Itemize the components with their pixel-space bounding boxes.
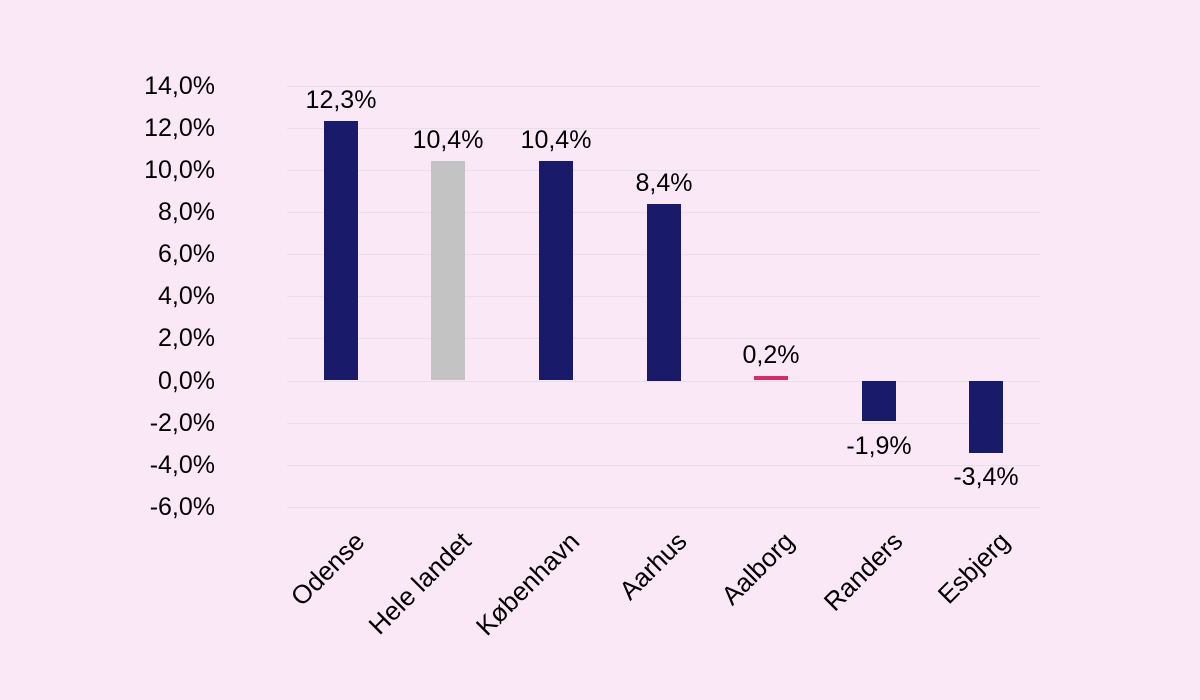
y-axis-tick-label: 4,0%: [158, 282, 215, 310]
y-axis-tick-label: 8,0%: [158, 198, 215, 226]
x-axis-label: Hele landet: [362, 526, 478, 641]
y-axis-tick-label: -6,0%: [149, 493, 215, 521]
bar-value-label: 10,4%: [520, 126, 592, 154]
x-axis-label: Randers: [817, 526, 909, 617]
bar-aarhus: [647, 204, 681, 381]
x-axis-label: Odense: [284, 526, 371, 612]
bar-odense: [324, 121, 358, 380]
bar-value-label: 8,4%: [635, 169, 693, 197]
y-axis-tick-label: -2,0%: [149, 409, 215, 437]
y-gridline: [287, 381, 1040, 382]
bar-esbjerg: [969, 381, 1003, 453]
y-axis-tick-label: -4,0%: [149, 451, 215, 479]
y-gridline: [287, 86, 1040, 87]
y-gridline: [287, 128, 1040, 129]
y-axis-tick-label: 0,0%: [158, 367, 215, 395]
x-axis-label: Aarhus: [612, 526, 693, 606]
x-axis-label: Aalborg: [715, 526, 801, 611]
bar-value-label: -1,9%: [846, 432, 912, 460]
y-axis-tick-label: 14,0%: [144, 72, 215, 100]
x-axis-label: Esbjerg: [931, 526, 1016, 610]
bar-hele-landet: [431, 161, 465, 380]
bar-value-label: 0,2%: [742, 341, 800, 369]
y-gridline: [287, 170, 1040, 171]
y-axis-tick-label: 12,0%: [144, 114, 215, 142]
bar-københavn: [539, 161, 573, 380]
bar-value-label: 10,4%: [412, 126, 484, 154]
y-axis-tick-label: 6,0%: [158, 240, 215, 268]
y-axis-tick-label: 10,0%: [144, 156, 215, 184]
bar-value-label: -3,4%: [953, 463, 1019, 491]
y-gridline: [287, 507, 1040, 508]
y-gridline: [287, 465, 1040, 466]
bar-value-label: 12,3%: [305, 86, 377, 114]
bar-aalborg: [754, 376, 788, 380]
y-axis-tick-label: 2,0%: [158, 324, 215, 352]
x-axis-label: København: [469, 526, 586, 642]
bar-randers: [862, 381, 896, 421]
y-gridline: [287, 423, 1040, 424]
